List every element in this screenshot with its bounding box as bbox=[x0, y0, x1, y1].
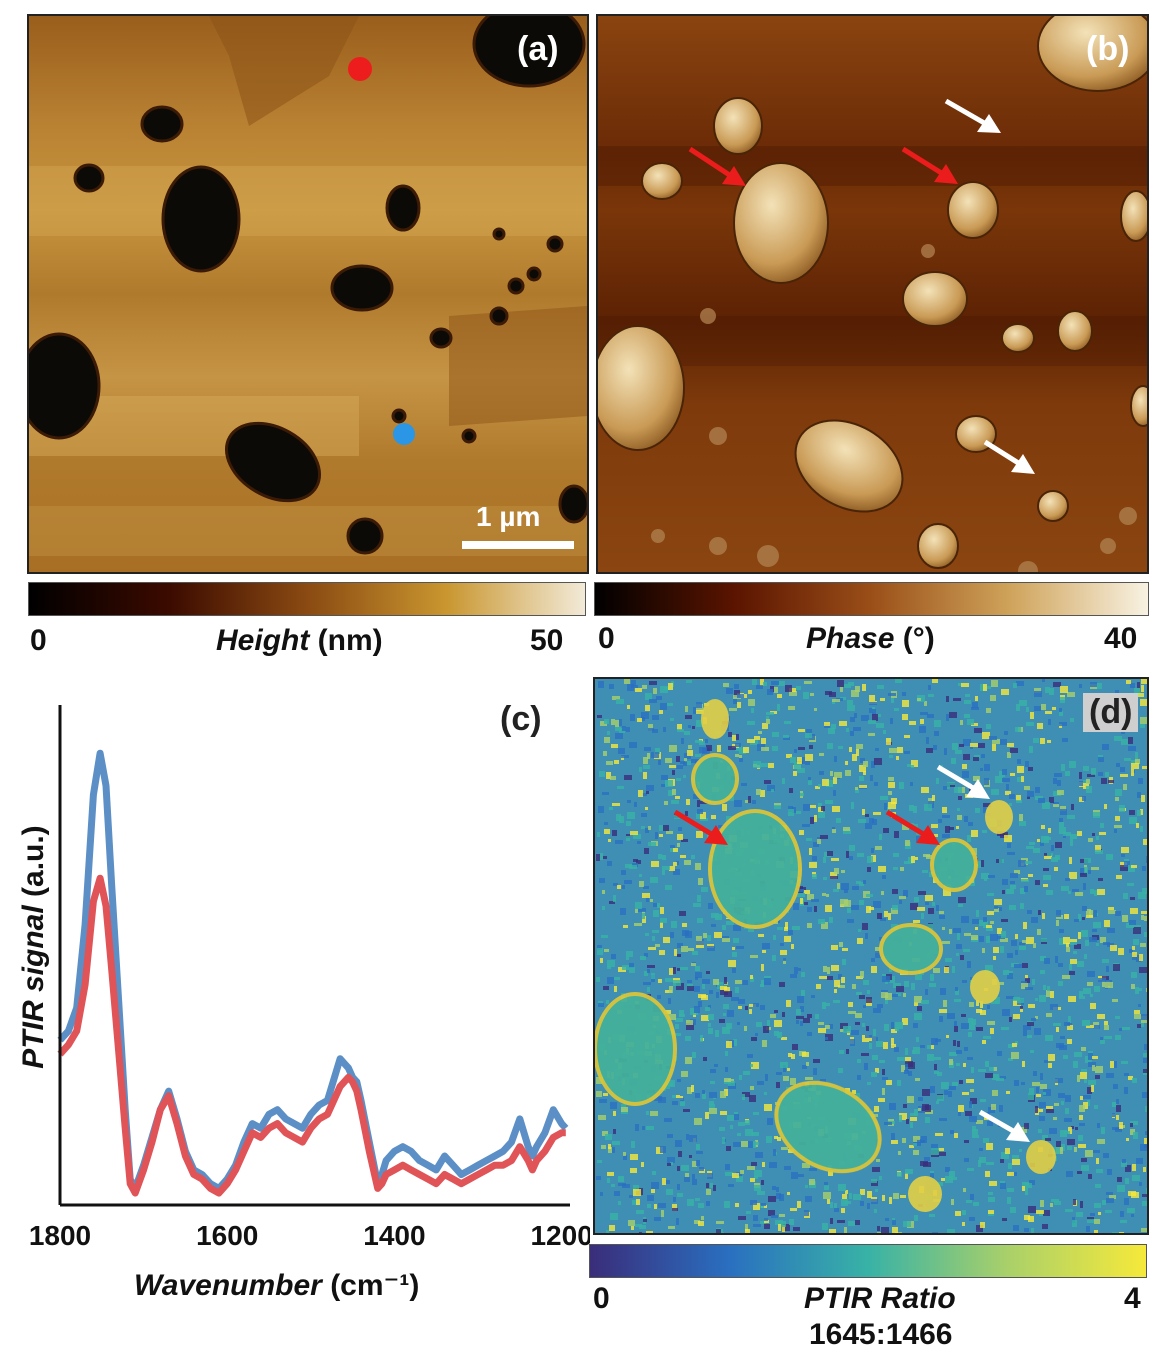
ratio-colorbar-max: 4 bbox=[1124, 1282, 1141, 1315]
blue-marker bbox=[393, 423, 415, 445]
x-tick-label: 1800 bbox=[29, 1220, 91, 1251]
white-arrow-1 bbox=[944, 98, 1001, 133]
white-arrow-d2 bbox=[978, 1109, 1030, 1142]
height-colorbar-max: 50 bbox=[530, 624, 564, 657]
height-map: 1 µm bbox=[29, 16, 587, 572]
height-colorbar bbox=[28, 582, 586, 616]
xlabel-unit: (cm⁻¹) bbox=[330, 1269, 420, 1302]
chart-c-xlabel: Wavenumber (cm⁻¹) bbox=[134, 1268, 419, 1303]
panel-d-ratio-map: (d) bbox=[593, 677, 1149, 1235]
phase-map bbox=[598, 16, 1147, 572]
height-colorbar-min: 0 bbox=[30, 624, 47, 657]
phase-colorbar-min: 0 bbox=[598, 622, 615, 655]
red-arrow-d1 bbox=[673, 809, 728, 845]
white-arrow-2 bbox=[983, 439, 1035, 474]
white-arrow-d1 bbox=[936, 764, 990, 799]
panel-a-label: (a) bbox=[517, 30, 559, 68]
scale-bar-label: 1 µm bbox=[476, 501, 540, 532]
phase-title: Phase bbox=[806, 622, 895, 655]
ptir-spectra-chart: 1800 1600 1400 1200 bbox=[29, 705, 590, 1251]
ylabel-unit: (a.u.) bbox=[17, 825, 50, 897]
panel-b-label: (b) bbox=[1086, 30, 1130, 68]
ptir-ratio-map bbox=[595, 679, 1147, 1233]
phase-colorbar-max: 40 bbox=[1104, 622, 1138, 655]
red-arrow-d2 bbox=[885, 809, 940, 845]
xlabel-text: Wavenumber bbox=[134, 1269, 322, 1302]
ptir-ratio-colorbar bbox=[589, 1244, 1147, 1278]
ylabel-text: PTIR signal bbox=[17, 905, 50, 1069]
phase-colorbar bbox=[594, 582, 1149, 616]
ratio-colorbar-min: 0 bbox=[593, 1282, 610, 1315]
panel-d-label: (d) bbox=[1083, 693, 1139, 732]
phase-unit: (°) bbox=[902, 622, 935, 655]
x-tick-label: 1200 bbox=[530, 1220, 590, 1251]
ratio-colorbar-title: PTIR Ratio bbox=[804, 1282, 956, 1315]
chart-c-ylabel: PTIR signal (a.u.) bbox=[17, 787, 51, 1107]
panel-b-phase-image: (b) bbox=[596, 14, 1149, 574]
x-tick-label: 1400 bbox=[363, 1220, 425, 1251]
x-tick-label: 1600 bbox=[196, 1220, 258, 1251]
height-unit: (nm) bbox=[317, 624, 383, 657]
spectrum-line-2 bbox=[57, 874, 566, 1197]
ratio-colorbar-subtitle: 1645:1466 bbox=[809, 1318, 953, 1351]
panel-a-height-image: 1 µm (a) bbox=[27, 14, 589, 574]
height-colorbar-title: Height (nm) bbox=[216, 624, 383, 658]
red-arrow-2 bbox=[901, 146, 958, 184]
panel-c-label: (c) bbox=[500, 700, 542, 738]
red-marker bbox=[348, 57, 372, 81]
height-title: Height bbox=[216, 624, 310, 657]
scale-bar bbox=[462, 541, 574, 549]
phase-colorbar-title: Phase (°) bbox=[806, 622, 935, 656]
red-arrow-1 bbox=[688, 146, 746, 186]
